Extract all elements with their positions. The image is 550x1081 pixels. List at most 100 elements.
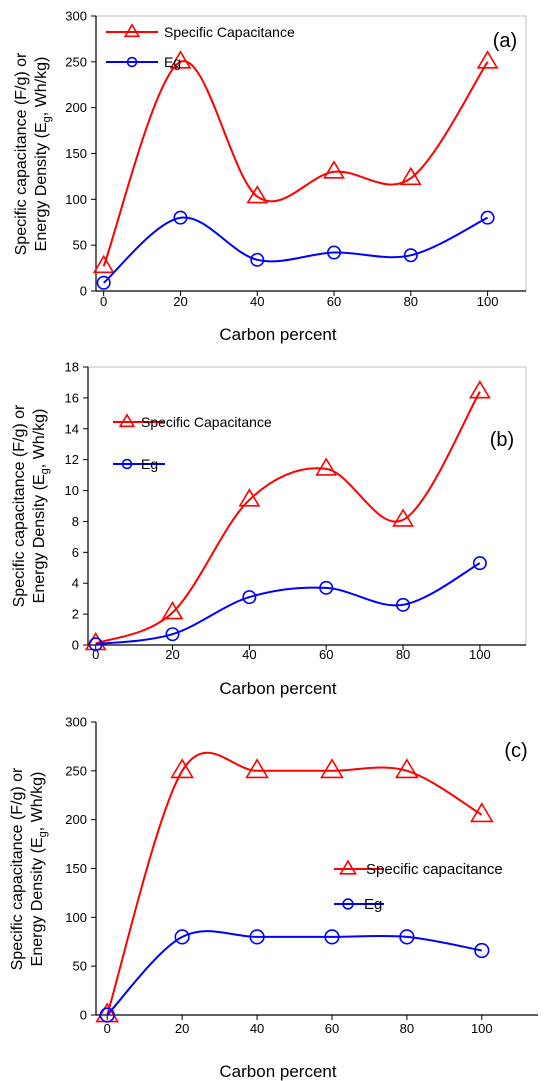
chart-b-x-tick-label: 100 (469, 647, 491, 662)
chart-b-legend-marker (118, 413, 136, 428)
chart-a-y-axis-title-line2: Energy Density (Eg, Wh/kg) (33, 57, 53, 252)
chart-panel-c: 0 50 100 150 200 250 300 0 20 40 60 80 100 Carbon per… (0, 705, 550, 1081)
chart-a-data-point (403, 248, 418, 263)
chart-a-data-point (476, 50, 499, 69)
chart-a-data-point (399, 166, 422, 186)
chart-c-y-tick-label: 200 (65, 812, 87, 827)
chart-a-x-tick-label: 20 (173, 294, 187, 309)
chart-b-series-line (95, 391, 481, 645)
chart-b-legend-label: Eg (141, 456, 158, 472)
chart-c-data-point (249, 929, 265, 945)
chart-b-data-point (396, 597, 411, 612)
chart-b-y-axis-title-line2: Energy Density (Eg, Wh/kg) (31, 409, 51, 604)
chart-b-plot-frame (87, 366, 527, 646)
chart-a-x-tick-label: 60 (327, 294, 341, 309)
chart-a-legend-item: Eg (106, 54, 181, 70)
chart-a-x-tick-label: 0 (100, 294, 107, 309)
chart-b-data-point (319, 580, 334, 595)
chart-a-plot-frame (95, 15, 527, 292)
chart-a-y-tick-label: 150 (65, 146, 87, 161)
chart-c-x-tick-label: 60 (325, 1021, 339, 1036)
chart-a-data-point (96, 275, 111, 290)
chart-c-y-axis-title-line1: Specific capacitance (F/g) or (9, 767, 26, 970)
chart-c-legend-item: Eg (334, 896, 384, 913)
chart-a-data-point (173, 210, 188, 225)
chart-a-y-tick-label: 250 (65, 54, 87, 69)
chart-a-data-point (250, 252, 265, 267)
chart-a-y-axis-title-suffix: , Wh/kg) (33, 57, 50, 117)
chart-c-data-point (469, 802, 494, 823)
chart-b-x-tick-label: 0 (92, 647, 99, 662)
chart-a-series-line (102, 60, 489, 267)
chart-a-x-tick-label: 100 (477, 294, 499, 309)
chart-b-data-point (315, 457, 338, 476)
chart-c-data-point (474, 942, 490, 959)
chart-c-legend-item: Specific capacitance (334, 859, 503, 878)
chart-c-y-tick-label: 0 (80, 1008, 87, 1023)
chart-a-series-capacitance (92, 50, 499, 274)
chart-c-y-tick-label: 300 (65, 715, 87, 730)
chart-c-series-line (106, 930, 482, 1016)
chart-c-y-axis-title-suffix: , Wh/kg) (29, 772, 46, 832)
chart-a-data-point (480, 210, 495, 225)
chart-b-x-tick-label: 60 (319, 647, 333, 662)
chart-a-x-tick-label: 80 (404, 294, 418, 309)
chart-c-x-tick-label: 100 (471, 1021, 493, 1036)
chart-a-series-eg (96, 210, 495, 290)
chart-b-x-axis-title: Carbon percent (219, 679, 336, 698)
chart-a-legend-marker (123, 23, 141, 38)
chart-b-data-point (238, 488, 261, 507)
chart-b-y-axis-title-prefix: Energy Density (E (31, 474, 48, 603)
chart-a-y-tick-label: 0 (80, 284, 87, 299)
chart-b-series-eg (88, 556, 487, 652)
chart-a-data-point (246, 185, 269, 204)
chart-b-y-axis-title-suffix: , Wh/kg) (31, 409, 48, 469)
chart-a-x-tick-label: 40 (250, 294, 264, 309)
chart-a-x-axis-title: Carbon percent (219, 325, 336, 344)
chart-b-y-axis-title-subscript: g (39, 468, 51, 474)
chart-a-y-axis-title-prefix: Energy Density (E (33, 122, 50, 251)
chart-b-y-tick-label: 12 (65, 452, 79, 467)
chart-c-data-point (99, 1007, 115, 1023)
chart-a-y-axis-title-line1: Specific capacitance (F/g) or (13, 52, 30, 255)
chart-c-y-tick-label: 100 (65, 910, 87, 925)
chart-b-y-tick-label: 8 (72, 514, 79, 529)
chart-c-y-axis-title-subscript: g (37, 831, 49, 837)
chart-c-x-tick-label: 80 (400, 1021, 414, 1036)
chart-a-legend-label: Specific Capacitance (164, 24, 295, 40)
chart-b-y-axis-title-line1: Specific capacitance (F/g) or (11, 404, 28, 607)
chart-b-legend-item: Specific Capacitance (113, 413, 272, 430)
chart-c-series-eg (99, 929, 490, 1023)
chart-c-y-axis-title-prefix: Energy Density (E (29, 837, 46, 966)
chart-c-data-point (399, 929, 415, 945)
chart-c-y-tick-label: 150 (65, 861, 87, 876)
chart-b-data-point (161, 601, 184, 620)
chart-c-panel-label: (c) (504, 740, 527, 762)
chart-a-y-tick-label: 50 (73, 238, 87, 253)
chart-a-data-point (92, 254, 115, 274)
chart-c-legend-marker (339, 859, 357, 875)
chart-c-legend-marker (342, 898, 354, 910)
chart-b-y-tick-label: 16 (65, 390, 79, 405)
chart-c-data-point (394, 758, 419, 779)
chart-a-y-axis-title-subscript: g (41, 116, 53, 122)
chart-c-x-tick-label: 0 (104, 1021, 111, 1036)
chart-b-svg: 0 2 4 6 8 10 12 14 16 18 0 20 40 60 80 100 Carbon percen… (11, 360, 527, 698)
chart-a-data-point (323, 160, 345, 179)
chart-b-y-tick-label: 0 (72, 638, 79, 653)
chart-b-y-tick-label: 18 (65, 360, 79, 375)
chart-b-data-point (242, 590, 257, 605)
chart-panel-a: 0 50 100 150 200 250 300 0 20 40 60 80 100 Carbon per… (0, 0, 550, 350)
chart-a-legend-item: Specific Capacitance (106, 23, 295, 40)
chart-b-x-tick-label: 40 (242, 647, 256, 662)
chart-a-series-line (103, 216, 489, 284)
chart-c-series-line (106, 751, 483, 1016)
chart-a-data-point (327, 245, 342, 260)
chart-c-x-tick-label: 40 (250, 1021, 264, 1036)
chart-a-svg: 0 50 100 150 200 250 300 0 20 40 60 80 100 Carbon per… (13, 9, 527, 344)
chart-panel-b: 0 2 4 6 8 10 12 14 16 18 0 20 40 60 80 100 Carbon percen… (0, 350, 550, 705)
chart-b-x-tick-label: 80 (396, 647, 410, 662)
chart-b-series-line (95, 562, 481, 646)
chart-c-data-point (170, 758, 195, 779)
chart-c-x-tick-label: 20 (175, 1021, 189, 1036)
